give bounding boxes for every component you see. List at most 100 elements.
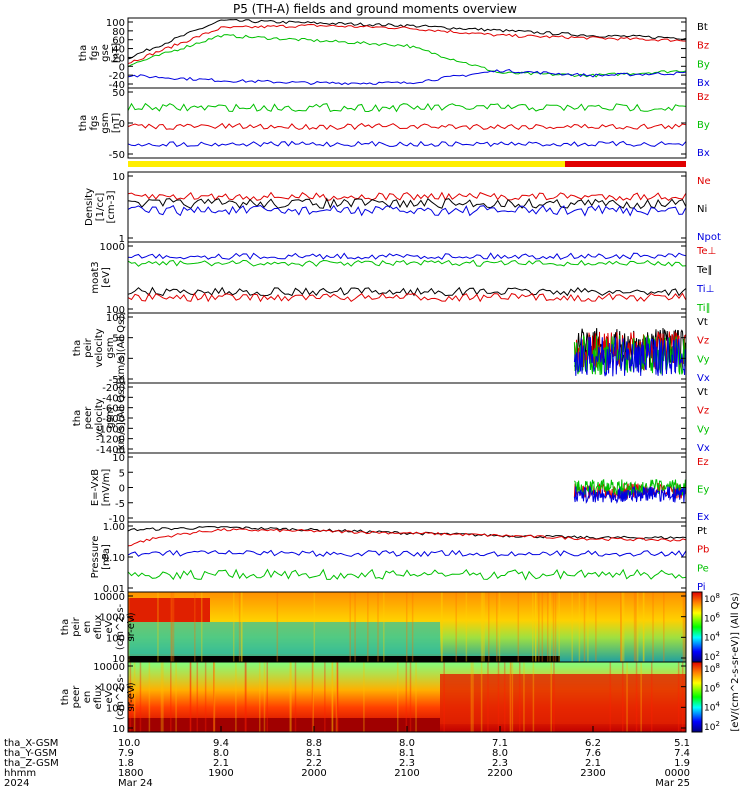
y-tick-label: -400 xyxy=(102,393,125,404)
spectrogram-electron-stripe xyxy=(312,662,314,732)
y-tick-label: -600 xyxy=(102,404,125,415)
spectrogram-ion-stripe xyxy=(620,592,623,662)
x-row-value: 8.1 xyxy=(306,748,322,759)
spectrogram-ion-stripe xyxy=(534,592,537,662)
spectrogram-ion-stripe xyxy=(541,592,544,662)
spectrogram-electron-stripe xyxy=(677,662,680,732)
spectrogram-ion-stripe xyxy=(622,592,625,662)
y-axis-label: moat3 [eV] xyxy=(90,261,112,293)
trace xyxy=(127,140,687,148)
y-axis-label-line: Pressure xyxy=(90,536,101,579)
spectrogram-electron-stripe xyxy=(497,662,500,732)
colorbar-ion xyxy=(691,591,703,663)
spectrogram-ion-stripe xyxy=(276,592,279,662)
spectrogram-ion-stripe xyxy=(633,592,636,662)
spectrogram-ion-stripe xyxy=(172,592,175,662)
series-Bt xyxy=(127,18,687,60)
y-tick-label: -1400 xyxy=(96,445,125,456)
spectrogram-ion-stripe xyxy=(636,592,639,662)
series-Pt xyxy=(127,525,687,540)
spectrogram-electron-stripe xyxy=(160,662,163,732)
y-tick-label: 60 xyxy=(112,36,125,47)
legend-Ni: Ni xyxy=(697,204,707,215)
y-tick-label: -800 xyxy=(102,414,125,425)
colorbar-label: [eV/(cm^2-s-sr-eV)] (All Qs) xyxy=(730,592,741,731)
spectrogram-ion-stripe xyxy=(313,592,316,662)
spectrogram-ion-stripe xyxy=(170,592,172,662)
x-row-value: 8.0 xyxy=(492,748,508,759)
y-tick-label: 0 xyxy=(119,484,125,495)
y-axis-label-line: eV xyxy=(104,620,115,633)
y-axis-label: tha fgs gse [nT] xyxy=(78,43,122,63)
x-row-value: 2300 xyxy=(580,768,605,779)
spectrogram-electron-stripe xyxy=(213,662,215,732)
spectrogram-ion-stripe xyxy=(440,592,443,662)
spectrogram-ion-stripe xyxy=(157,592,159,662)
x-row-value: Mar 25 xyxy=(655,778,690,789)
y-tick-label: 10 xyxy=(112,453,125,464)
y-tick-label: -1200 xyxy=(96,435,125,446)
spectrogram-electron-stripe xyxy=(336,662,339,732)
x-row-label: hhmm xyxy=(4,768,36,779)
spectrogram-ion-stripe xyxy=(488,592,490,662)
y-tick-label: 0 xyxy=(119,62,125,73)
spectrogram-ion-stripe xyxy=(635,592,637,662)
y-axis-label-line: gsm xyxy=(105,337,116,358)
y-tick-label: 1000 xyxy=(100,613,125,624)
plot-title: P5 (TH-A) fields and ground moments over… xyxy=(233,2,517,16)
spectrogram-ion-stripe xyxy=(620,592,622,662)
colorbar-ion-tick-exp: 6 xyxy=(715,611,720,619)
spectrogram-ion-stripe xyxy=(480,592,483,662)
y-axis-label: tha fgs gsm [nT] xyxy=(78,112,122,133)
spectrogram-electron-stripe xyxy=(258,662,261,732)
y-tick-label: 1 xyxy=(119,234,125,245)
x-row-value: Mar 24 xyxy=(118,778,153,789)
y-axis-label-line: E=-VxB xyxy=(90,469,101,506)
legend-Ey: Ey xyxy=(697,485,709,496)
spectrogram-electron-stripe xyxy=(503,662,506,732)
spectrogram-ion-low-band xyxy=(128,622,440,654)
y-axis-label-line: en xyxy=(82,621,93,634)
spectrogram-electron-stripe xyxy=(363,662,365,732)
spectrogram-ion-stripe xyxy=(571,592,573,662)
spectrogram-ion-stripe xyxy=(441,592,443,662)
legend-Ti∥: Ti∥ xyxy=(696,303,711,314)
spectrogram-ion-stripe xyxy=(517,592,520,662)
legend-Bx: Bx xyxy=(697,148,710,159)
spectrogram-ion-stripe xyxy=(377,592,379,662)
colorbar-ion-tick-exp: 2 xyxy=(715,650,719,658)
spectrogram-electron-stripe xyxy=(263,662,266,732)
x-row-value: 8.0 xyxy=(399,738,415,749)
spectrogram-ion-stripe xyxy=(642,592,645,662)
spectrogram-electron-stripe xyxy=(213,662,216,732)
colorbar-ion-tick: 104 xyxy=(704,631,720,644)
y-axis-label-line: Density xyxy=(84,188,95,226)
y-axis-label: E=-VxB [mV/m] xyxy=(90,469,112,507)
spectrogram-ion-stripe xyxy=(240,592,243,662)
x-row-value: 2000 xyxy=(301,768,326,779)
y-tick-label: 50 xyxy=(112,88,125,99)
y-axis-label-line: tha xyxy=(78,115,89,131)
y-axis-label-line: peir xyxy=(83,337,94,357)
spectrogram-ion-stripe xyxy=(578,592,581,662)
colorbar-electron-tick: 104 xyxy=(704,701,720,714)
panel-frame xyxy=(127,382,687,454)
spectrogram-electron-stripe xyxy=(621,662,624,732)
x-row-value: 2.1 xyxy=(213,758,229,769)
spectrogram-electron-stripe xyxy=(518,662,521,732)
panel-frame xyxy=(127,87,687,159)
x-row-value: 9.4 xyxy=(213,738,229,749)
y-tick-label: 10000 xyxy=(93,662,125,673)
spectrogram-electron-stripe xyxy=(235,662,237,732)
legend-Bz: Bz xyxy=(697,92,709,103)
legend-Vx: Vx xyxy=(697,373,710,384)
spectrogram-electron-stripe xyxy=(443,662,445,732)
y-tick-label: 5 xyxy=(119,468,125,479)
x-row-value: 2200 xyxy=(487,768,512,779)
y-axis-label-line: fgs xyxy=(89,115,100,130)
x-row-value: 2100 xyxy=(394,768,419,779)
spectrogram-electron-stripe xyxy=(550,662,552,732)
spectrogram-electron-stripe xyxy=(405,662,408,732)
y-axis-label-line: moat3 xyxy=(90,261,101,293)
y-tick-label: 50 xyxy=(112,334,125,345)
